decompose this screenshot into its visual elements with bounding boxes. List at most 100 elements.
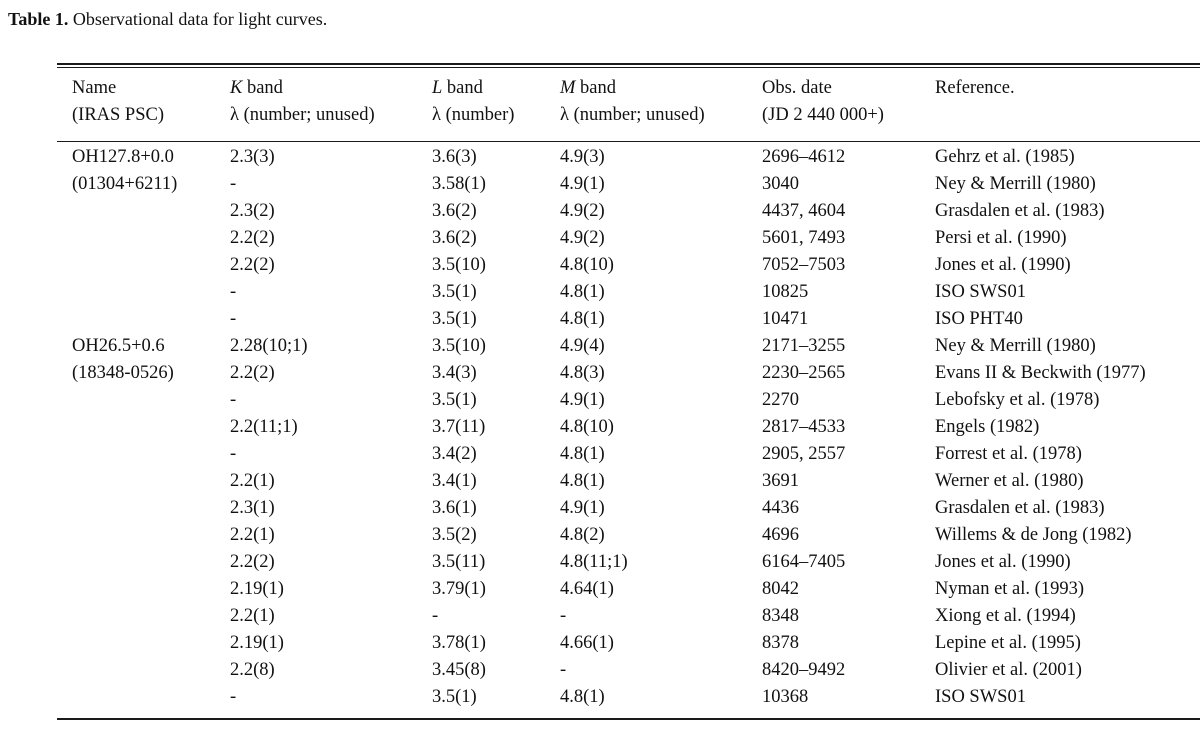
cell-reference: Engels (1982) bbox=[935, 417, 1040, 437]
cell-reference: Werner et al. (1980) bbox=[935, 471, 1084, 491]
cell-name: (18348-0526) bbox=[72, 363, 174, 383]
table-top-rule-inner bbox=[57, 67, 1200, 69]
cell-l-band: 3.79(1) bbox=[432, 579, 486, 599]
cell-m-band: - bbox=[560, 660, 567, 680]
cell-reference: Forrest et al. (1978) bbox=[935, 444, 1082, 464]
header-m-band: M band bbox=[560, 77, 616, 99]
cell-reference: Willems & de Jong (1982) bbox=[935, 525, 1132, 545]
header-m-sub: λ (number; unused) bbox=[560, 105, 705, 125]
cell-obs-date: 7052–7503 bbox=[762, 255, 846, 275]
cell-m-band: 4.9(1) bbox=[560, 174, 605, 194]
cell-obs-date: 5601, 7493 bbox=[762, 228, 846, 248]
cell-obs-date: 10471 bbox=[762, 309, 809, 329]
header-obs-date-sub: (JD 2 440 000+) bbox=[762, 105, 884, 125]
cell-k-band: 2.2(2) bbox=[230, 363, 275, 383]
cell-m-band: 4.8(1) bbox=[560, 471, 605, 491]
header-k-sub: λ (number; unused) bbox=[230, 105, 375, 125]
cell-k-band: 2.3(3) bbox=[230, 147, 275, 167]
header-reference: Reference. bbox=[935, 78, 1015, 98]
cell-obs-date: 2696–4612 bbox=[762, 147, 846, 167]
cell-l-band: 3.5(1) bbox=[432, 390, 477, 410]
cell-l-band: 3.4(2) bbox=[432, 444, 477, 464]
table-bottom-rule bbox=[57, 718, 1200, 720]
cell-l-band: 3.5(1) bbox=[432, 282, 477, 302]
cell-reference: Lepine et al. (1995) bbox=[935, 633, 1081, 653]
cell-k-band: 2.2(1) bbox=[230, 471, 275, 491]
caption-label: Table 1. bbox=[8, 9, 69, 29]
cell-reference: Grasdalen et al. (1983) bbox=[935, 498, 1105, 518]
cell-m-band: 4.8(1) bbox=[560, 444, 605, 464]
cell-name: (01304+6211) bbox=[72, 174, 178, 194]
cell-reference: Xiong et al. (1994) bbox=[935, 606, 1076, 626]
cell-l-band: 3.5(11) bbox=[432, 552, 486, 572]
caption-text: Observational data for light curves. bbox=[72, 9, 328, 29]
cell-m-band: 4.8(2) bbox=[560, 525, 605, 545]
cell-l-band: 3.5(10) bbox=[432, 255, 486, 275]
header-name-sub: (IRAS PSC) bbox=[72, 105, 165, 125]
cell-m-band: 4.8(11;1) bbox=[560, 552, 628, 572]
header-k-band: K band bbox=[230, 77, 283, 99]
cell-m-band: 4.8(1) bbox=[560, 687, 605, 707]
cell-obs-date: 2230–2565 bbox=[762, 363, 846, 383]
cell-obs-date: 10368 bbox=[762, 687, 809, 707]
cell-k-band: 2.2(11;1) bbox=[230, 417, 298, 437]
cell-k-band: 2.3(1) bbox=[230, 498, 275, 518]
header-l-sub: λ (number) bbox=[432, 105, 515, 125]
cell-reference: Jones et al. (1990) bbox=[935, 552, 1071, 572]
cell-k-band: 2.3(2) bbox=[230, 201, 275, 221]
cell-l-band: 3.78(1) bbox=[432, 633, 486, 653]
cell-obs-date: 10825 bbox=[762, 282, 809, 302]
cell-m-band: 4.9(4) bbox=[560, 336, 605, 356]
cell-obs-date: 6164–7405 bbox=[762, 552, 846, 572]
cell-obs-date: 2270 bbox=[762, 390, 799, 410]
cell-k-band: 2.2(8) bbox=[230, 660, 275, 680]
cell-obs-date: 4696 bbox=[762, 525, 799, 545]
header-l-letter: L bbox=[432, 78, 443, 98]
cell-m-band: 4.8(3) bbox=[560, 363, 605, 383]
cell-reference: Nyman et al. (1993) bbox=[935, 579, 1084, 599]
cell-l-band: 3.6(2) bbox=[432, 228, 477, 248]
cell-reference: Evans II & Beckwith (1977) bbox=[935, 363, 1146, 383]
cell-m-band: 4.9(3) bbox=[560, 147, 605, 167]
cell-l-band: - bbox=[432, 606, 439, 626]
cell-l-band: 3.4(3) bbox=[432, 363, 477, 383]
cell-k-band: 2.2(2) bbox=[230, 228, 275, 248]
cell-l-band: 3.4(1) bbox=[432, 471, 477, 491]
cell-k-band: 2.28(10;1) bbox=[230, 336, 308, 356]
cell-m-band: 4.8(1) bbox=[560, 282, 605, 302]
cell-obs-date: 8378 bbox=[762, 633, 799, 653]
cell-m-band: 4.8(1) bbox=[560, 309, 605, 329]
cell-m-band: 4.64(1) bbox=[560, 579, 614, 599]
cell-reference: Jones et al. (1990) bbox=[935, 255, 1071, 275]
cell-obs-date: 2905, 2557 bbox=[762, 444, 846, 464]
table-top-rule bbox=[57, 63, 1200, 65]
header-m-letter: M bbox=[560, 78, 576, 98]
cell-k-band: 2.2(2) bbox=[230, 552, 275, 572]
header-obs-date: Obs. date bbox=[762, 78, 832, 98]
cell-reference: Olivier et al. (2001) bbox=[935, 660, 1082, 680]
cell-m-band: 4.9(1) bbox=[560, 498, 605, 518]
cell-l-band: 3.5(2) bbox=[432, 525, 477, 545]
cell-l-band: 3.6(2) bbox=[432, 201, 477, 221]
cell-m-band: 4.66(1) bbox=[560, 633, 614, 653]
cell-l-band: 3.6(3) bbox=[432, 147, 477, 167]
header-l-band: L band bbox=[432, 77, 483, 99]
header-rule bbox=[57, 141, 1200, 143]
cell-k-band: - bbox=[230, 390, 237, 410]
header-k-rest: band bbox=[242, 78, 283, 98]
cell-k-band: 2.2(1) bbox=[230, 606, 275, 626]
cell-m-band: - bbox=[560, 606, 567, 626]
cell-k-band: - bbox=[230, 687, 237, 707]
cell-m-band: 4.9(2) bbox=[560, 201, 605, 221]
cell-reference: ISO SWS01 bbox=[935, 282, 1026, 302]
cell-reference: Ney & Merrill (1980) bbox=[935, 336, 1096, 356]
cell-k-band: 2.2(1) bbox=[230, 525, 275, 545]
header-k-letter: K bbox=[230, 78, 243, 98]
cell-obs-date: 4437, 4604 bbox=[762, 201, 846, 221]
cell-reference: Gehrz et al. (1985) bbox=[935, 147, 1075, 167]
cell-l-band: 3.45(8) bbox=[432, 660, 486, 680]
cell-l-band: 3.7(11) bbox=[432, 417, 486, 437]
cell-reference: ISO SWS01 bbox=[935, 687, 1026, 707]
header-name: Name bbox=[72, 78, 117, 98]
cell-k-band: - bbox=[230, 174, 237, 194]
